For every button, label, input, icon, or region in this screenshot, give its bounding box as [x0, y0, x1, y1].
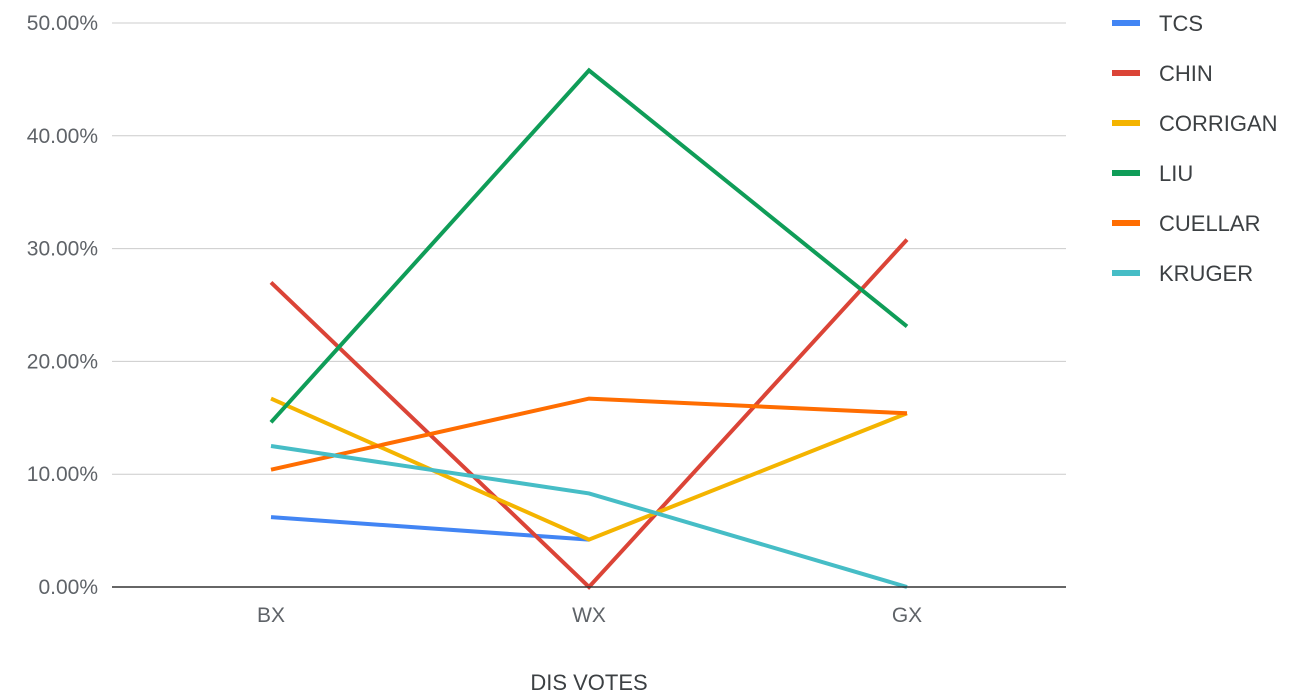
- legend-swatch: [1112, 270, 1140, 276]
- series-line-cuellar: [270, 396, 908, 472]
- y-axis-ticks: 0.00% 10.00% 20.00% 30.00% 40.00% 50.00%: [27, 12, 98, 599]
- x-tick-label: GX: [892, 604, 922, 627]
- legend-label: KRUGER: [1159, 261, 1253, 286]
- grid-lines: [112, 22, 1066, 475]
- x-tick-label: BX: [257, 604, 285, 627]
- y-tick-label: 20.00%: [27, 350, 98, 373]
- series-lines: [269, 67, 909, 590]
- legend-swatch: [1112, 170, 1140, 176]
- series-line-chin: [269, 238, 909, 590]
- y-tick-label: 0.00%: [38, 576, 98, 599]
- legend: TCS CHIN CORRIGAN LIU CUELLAR KRUGER: [1112, 11, 1278, 286]
- x-axis-ticks: BX WX GX: [257, 604, 922, 627]
- y-tick-label: 30.00%: [27, 238, 98, 261]
- legend-label: CORRIGAN: [1159, 111, 1278, 136]
- series-line-kruger: [270, 444, 908, 589]
- series-line-corrigan: [270, 396, 908, 542]
- y-tick-label: 10.00%: [27, 463, 98, 486]
- legend-label: CUELLAR: [1159, 211, 1260, 236]
- legend-label: CHIN: [1159, 61, 1213, 86]
- legend-swatch: [1112, 70, 1140, 76]
- legend-label: TCS: [1159, 11, 1203, 36]
- y-tick-label: 40.00%: [27, 125, 98, 148]
- x-axis-title: DIS VOTES: [530, 670, 647, 695]
- legend-label: LIU: [1159, 161, 1193, 186]
- legend-swatch: [1112, 220, 1140, 226]
- y-tick-label: 50.00%: [27, 12, 98, 35]
- series-line-liu: [269, 67, 909, 424]
- x-tick-label: WX: [572, 604, 606, 627]
- legend-swatch: [1112, 120, 1140, 126]
- legend-swatch: [1112, 20, 1140, 26]
